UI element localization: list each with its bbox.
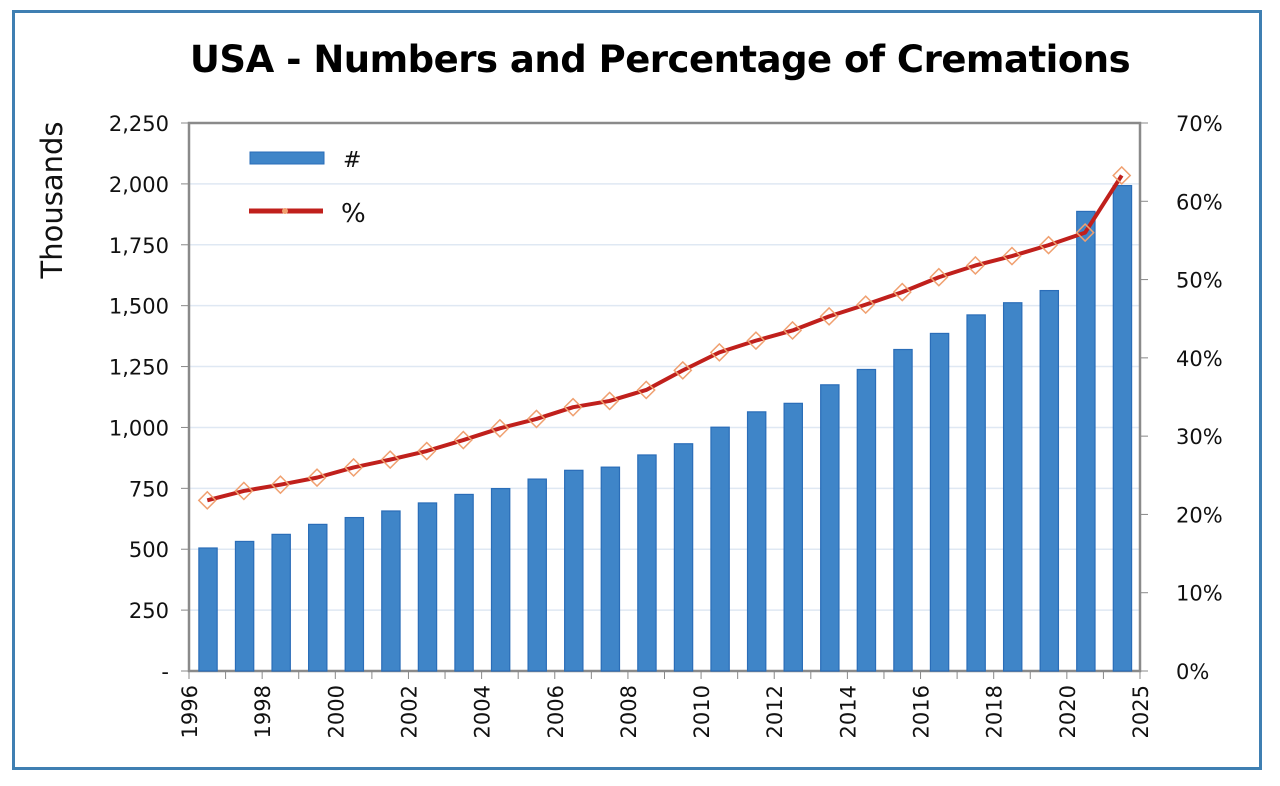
percent-marker bbox=[453, 430, 473, 450]
percent-marker bbox=[563, 397, 583, 417]
chart-frame bbox=[12, 10, 1262, 770]
percent-marker bbox=[673, 360, 693, 380]
percent-marker bbox=[929, 267, 949, 287]
x-tick-label: 2025 bbox=[1129, 685, 1153, 738]
bar bbox=[381, 510, 401, 672]
percent-marker bbox=[782, 320, 803, 341]
percent-marker bbox=[234, 481, 254, 501]
y-right-tick-label: 60% bbox=[1176, 190, 1223, 214]
bar bbox=[929, 332, 950, 672]
x-tick-label: 2020 bbox=[1056, 685, 1080, 738]
x-tick-label: 2004 bbox=[471, 685, 495, 738]
y-left-tick-label: 2,000 bbox=[109, 173, 169, 197]
y-right-tick-label: 70% bbox=[1176, 112, 1223, 136]
y-right-tick-label: 50% bbox=[1176, 269, 1223, 293]
bar bbox=[783, 402, 803, 672]
bar bbox=[1076, 210, 1096, 672]
bar bbox=[600, 466, 621, 672]
legend-label-bar: # bbox=[343, 148, 361, 173]
y-right-tick-label: 20% bbox=[1176, 503, 1223, 527]
bar bbox=[417, 502, 438, 672]
bar bbox=[527, 478, 547, 672]
y-right-tick-label: 0% bbox=[1176, 660, 1209, 684]
x-tick-label: 1996 bbox=[178, 685, 202, 738]
percent-marker bbox=[856, 295, 876, 315]
bar bbox=[344, 516, 365, 672]
y-right-tick-label: 40% bbox=[1176, 347, 1223, 371]
percent-marker bbox=[307, 468, 327, 488]
y-axis-label: Thousands bbox=[35, 122, 69, 280]
bar bbox=[820, 384, 840, 672]
bar bbox=[1112, 184, 1133, 672]
x-tick-label: 2002 bbox=[397, 685, 421, 738]
y-left-tick-label: 1,250 bbox=[109, 356, 169, 380]
x-tick-label: 2008 bbox=[617, 685, 641, 738]
bar bbox=[1002, 302, 1023, 672]
x-tick-label: 2018 bbox=[983, 685, 1007, 738]
bar bbox=[454, 493, 474, 672]
y-left-tick-label: 1,500 bbox=[109, 295, 169, 319]
bar bbox=[198, 547, 218, 672]
bar bbox=[856, 368, 877, 672]
percent-marker bbox=[1039, 235, 1059, 255]
bar bbox=[308, 523, 328, 672]
y-left-tick-label: 1,000 bbox=[109, 416, 169, 440]
percent-marker bbox=[417, 441, 437, 461]
percent-marker bbox=[526, 409, 547, 429]
x-tick-label: 2010 bbox=[690, 685, 714, 738]
bar bbox=[966, 314, 986, 672]
bar bbox=[746, 411, 767, 672]
percent-marker bbox=[344, 457, 364, 478]
bar bbox=[271, 533, 291, 672]
percent-marker bbox=[965, 255, 985, 276]
x-tick-label: 2000 bbox=[324, 685, 348, 738]
percent-marker bbox=[746, 331, 766, 351]
percent-marker bbox=[1112, 165, 1132, 185]
percent-marker bbox=[1002, 246, 1022, 266]
bar bbox=[1039, 289, 1060, 672]
legend-swatch-marker bbox=[282, 208, 288, 214]
percent-marker bbox=[709, 342, 729, 362]
bar bbox=[490, 487, 511, 672]
x-tick-label: 2014 bbox=[836, 685, 860, 738]
y-left-tick-label: 250 bbox=[129, 599, 169, 623]
x-tick-label: 1998 bbox=[251, 685, 275, 738]
bar bbox=[564, 469, 584, 672]
y-right-tick-label: 30% bbox=[1176, 425, 1223, 449]
y-left-tick-label: 2,250 bbox=[109, 112, 169, 136]
bar bbox=[234, 540, 255, 672]
percent-marker bbox=[1075, 223, 1095, 243]
legend-label-line: % bbox=[341, 199, 366, 229]
percent-marker bbox=[270, 475, 290, 495]
y-left-tick-label: 1,750 bbox=[109, 234, 169, 258]
percent-marker bbox=[490, 418, 510, 438]
percent-marker bbox=[819, 306, 839, 326]
legend-swatch-bar bbox=[249, 151, 325, 165]
chart-title: USA - Numbers and Percentage of Crematio… bbox=[189, 38, 1131, 81]
x-tick-label: 2016 bbox=[910, 685, 934, 738]
y-right-tick-label: 10% bbox=[1176, 582, 1223, 606]
y-left-tick-label: 500 bbox=[129, 538, 169, 562]
y-left-tick-label: - bbox=[161, 660, 169, 684]
bar bbox=[893, 348, 913, 672]
x-tick-label: 2012 bbox=[763, 685, 787, 738]
percent-marker bbox=[600, 391, 620, 411]
y-left-tick-label: 750 bbox=[129, 477, 169, 501]
percent-marker bbox=[892, 282, 912, 302]
percent-marker bbox=[380, 450, 400, 470]
plot-area-border bbox=[187, 121, 1142, 673]
percent-marker bbox=[636, 380, 656, 400]
bar bbox=[710, 426, 730, 672]
percent-marker bbox=[197, 490, 217, 510]
bar bbox=[673, 443, 694, 672]
x-tick-label: 2006 bbox=[544, 685, 568, 738]
bar bbox=[637, 454, 657, 672]
